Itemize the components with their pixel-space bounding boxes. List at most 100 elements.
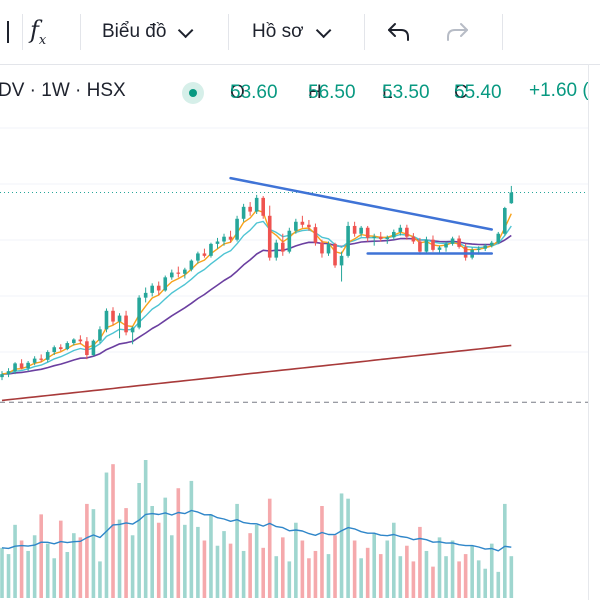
candle-body: [228, 236, 233, 240]
candle-body: [52, 347, 57, 353]
candle-body: [156, 285, 161, 291]
volume-bar: [13, 524, 17, 598]
volume-bar: [392, 522, 396, 598]
candle-body: [254, 197, 259, 212]
volume-bar: [411, 561, 416, 598]
volume-bar: [294, 522, 298, 598]
candle-body: [209, 243, 213, 256]
volume-bar: [287, 561, 292, 598]
volume-bar: [346, 498, 350, 598]
candle-body: [0, 374, 4, 378]
volume-bar: [98, 561, 102, 598]
volume-bar: [143, 460, 148, 598]
candle-body: [78, 339, 83, 342]
volume-bar: [437, 537, 442, 598]
fx-icon: fx: [30, 16, 47, 48]
profile-menu-button[interactable]: Hồ sơ: [252, 0, 331, 64]
candle-body: [150, 285, 154, 293]
volume-bar: [6, 554, 11, 598]
candle-body: [431, 239, 435, 250]
volume-bar: [365, 547, 370, 598]
candle-body: [411, 236, 416, 242]
volume-bar: [235, 503, 239, 598]
volume-bar: [228, 543, 233, 598]
collapse-icon[interactable]: [0, 0, 18, 64]
volume-bar: [352, 540, 357, 598]
volume-bar: [222, 531, 226, 598]
candle-body: [365, 227, 370, 238]
toolbar-separator: [502, 14, 503, 50]
market-status-dot: [182, 82, 204, 104]
candle-body: [111, 310, 115, 322]
volume-bar: [32, 535, 37, 598]
candle-body: [241, 206, 246, 219]
top-toolbar: fx Biểu đồ Hồ sơ: [0, 0, 600, 65]
candle-body: [183, 269, 187, 274]
indicators-fx-button[interactable]: fx: [30, 0, 46, 64]
chart-menu-label: Biểu đồ: [102, 21, 167, 42]
symbol-title[interactable]: DV · 1W · HSX: [0, 80, 126, 101]
candle-body: [333, 243, 337, 266]
redo-button[interactable]: [444, 0, 470, 64]
candle-body: [65, 343, 70, 350]
volume-bar: [339, 493, 344, 598]
volume-bar: [385, 540, 390, 598]
candle-body: [496, 233, 501, 243]
candle-body: [287, 230, 292, 252]
undo-button[interactable]: [386, 0, 412, 64]
price-change: +1.60 (: [529, 80, 589, 101]
candle-body: [261, 197, 265, 216]
candle-body: [392, 231, 396, 238]
candle-body: [13, 363, 17, 372]
price-chart[interactable]: [0, 110, 590, 600]
volume-bar: [450, 540, 455, 598]
volume-bar: [117, 519, 122, 598]
candle-body: [58, 347, 63, 350]
volume-bar: [489, 543, 494, 598]
candle-body: [39, 358, 43, 360]
volume-bar: [372, 533, 377, 598]
volume-bar: [0, 547, 4, 598]
candle-body: [98, 329, 102, 341]
candle-body: [248, 206, 252, 212]
chart-menu-button[interactable]: Biểu đồ: [102, 0, 194, 64]
candle-body: [437, 247, 442, 250]
volume-bar: [457, 561, 461, 598]
candle-body: [117, 315, 122, 322]
volume-bar: [444, 556, 448, 598]
ma-mid-line: [1, 220, 512, 375]
toolbar-separator: [22, 14, 23, 50]
volume-bar: [424, 550, 429, 598]
volume-bar: [72, 533, 76, 598]
volume-bar: [156, 522, 161, 598]
chevron-down-icon: [178, 22, 194, 38]
volume-bar: [189, 480, 194, 598]
volume-bar: [78, 537, 83, 598]
candle-body: [503, 208, 507, 234]
candle-body: [176, 272, 181, 274]
candle-body: [385, 237, 390, 240]
volume-bar: [65, 552, 70, 598]
volume-bar: [320, 506, 324, 598]
candle-body: [483, 245, 488, 249]
volume-bar: [254, 524, 259, 598]
volume-bar: [91, 509, 96, 598]
candle-body: [72, 339, 76, 344]
candle-body: [489, 242, 494, 246]
volume-bar: [280, 537, 285, 598]
candle-body: [307, 224, 311, 228]
undo-icon: [388, 23, 409, 41]
volume-bar: [124, 508, 128, 598]
volume-bar: [169, 535, 174, 598]
volume-bar: [476, 560, 481, 598]
candle-body: [169, 272, 174, 278]
candle-body: [202, 253, 207, 256]
volume-bar: [463, 554, 468, 598]
volume-bar: [313, 550, 318, 598]
candle-body: [346, 225, 350, 256]
candle-body: [235, 218, 239, 240]
volume-ma-line: [1, 509, 512, 552]
toolbar-separator: [80, 14, 81, 50]
volume-bar: [39, 514, 43, 598]
candle-body: [274, 242, 279, 258]
